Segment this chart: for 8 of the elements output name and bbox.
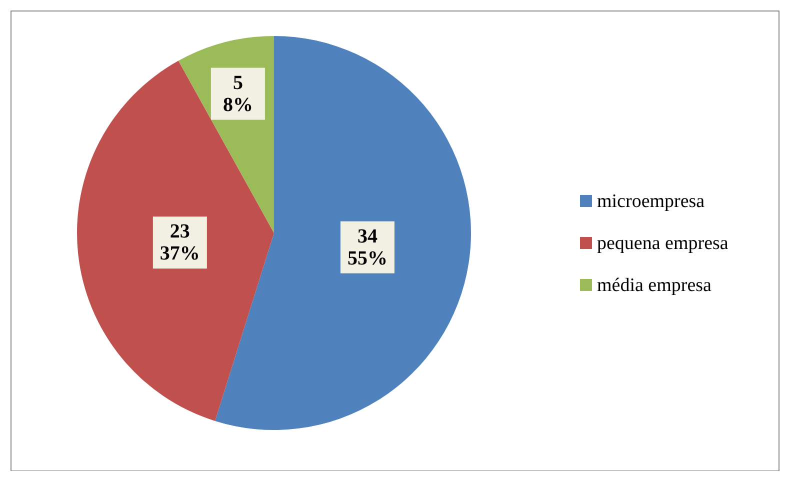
- pie-slice: [215, 36, 471, 430]
- legend-label: média empresa: [597, 275, 712, 296]
- data-label: 34 55%: [347, 225, 388, 270]
- legend-label: pequena empresa: [597, 233, 729, 254]
- legend-label: microempresa: [597, 191, 706, 212]
- pie-slice: [77, 60, 274, 421]
- data-label: 5 8%: [222, 72, 253, 116]
- data-label: 23 37%: [160, 220, 200, 265]
